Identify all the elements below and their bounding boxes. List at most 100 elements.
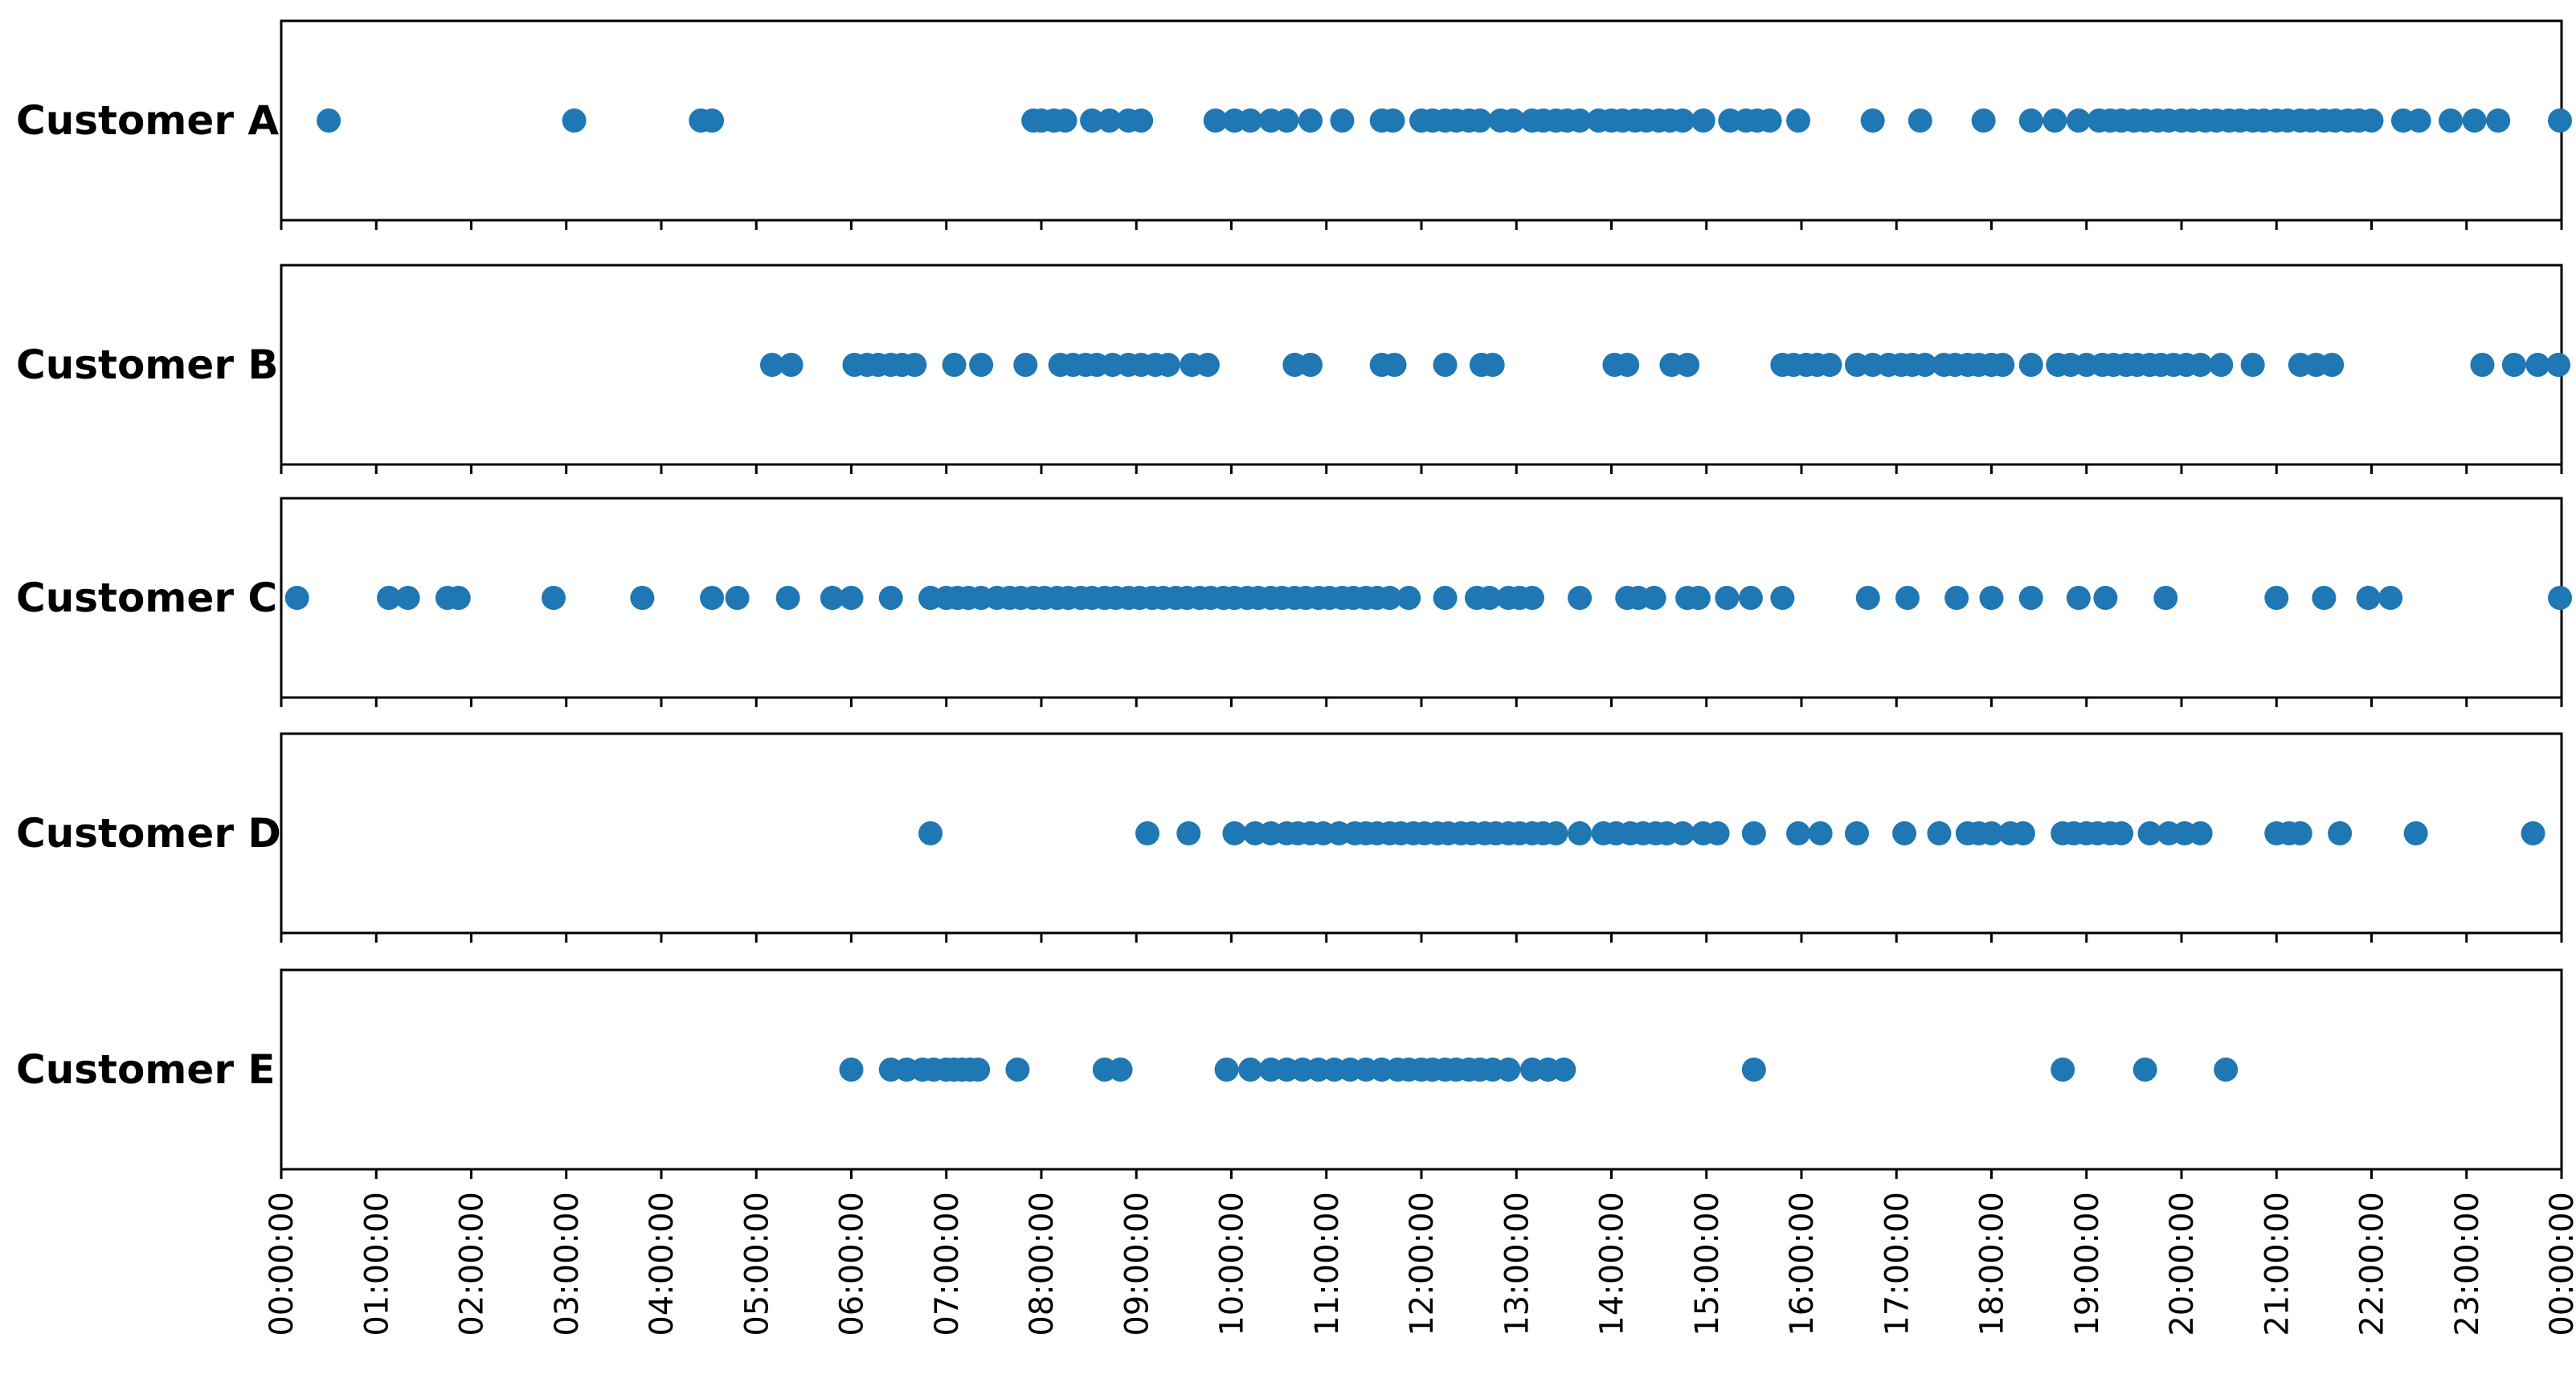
data-point xyxy=(1238,108,1263,133)
data-point xyxy=(700,586,725,610)
data-point xyxy=(1330,108,1355,133)
x-tick-label: 15:00:00 xyxy=(1689,1192,1726,1336)
data-point xyxy=(2521,821,2545,845)
data-point xyxy=(1860,108,1885,133)
data-point xyxy=(395,586,420,610)
data-point xyxy=(902,353,927,377)
data-point xyxy=(1757,108,1782,133)
data-point xyxy=(1433,586,1458,610)
data-point xyxy=(377,586,402,610)
x-tick-label: 09:00:00 xyxy=(1118,1192,1155,1336)
data-point xyxy=(2501,353,2526,377)
x-tick-label: 11:00:00 xyxy=(1309,1192,1346,1336)
data-point xyxy=(1176,821,1201,845)
data-point xyxy=(1129,108,1154,133)
data-point xyxy=(839,1058,864,1082)
x-tick-label: 10:00:00 xyxy=(1214,1192,1251,1336)
data-point xyxy=(2066,108,2091,133)
data-point xyxy=(1686,586,1711,610)
data-point xyxy=(878,586,903,610)
data-point xyxy=(1496,1058,1521,1082)
x-tick-label: 18:00:00 xyxy=(1974,1192,2011,1336)
data-point xyxy=(1979,821,2004,845)
data-point xyxy=(1615,353,1640,377)
data-point xyxy=(1097,108,1122,133)
data-point xyxy=(918,821,943,845)
data-point xyxy=(2153,586,2178,610)
data-point xyxy=(1705,821,1730,845)
data-point xyxy=(2356,586,2381,610)
data-point xyxy=(1519,586,1544,610)
data-point xyxy=(2010,821,2035,845)
x-tick-label: 01:00:00 xyxy=(358,1192,395,1336)
data-point xyxy=(2137,821,2162,845)
series-label: Customer C xyxy=(16,575,277,621)
data-point xyxy=(1895,586,1920,610)
panel-3: Customer C xyxy=(16,497,2573,707)
data-point xyxy=(1274,108,1299,133)
data-point xyxy=(725,586,750,610)
data-point xyxy=(775,586,800,610)
data-point xyxy=(1568,586,1593,610)
data-point xyxy=(1855,586,1880,610)
x-tick-label: 06:00:00 xyxy=(834,1192,871,1336)
data-point xyxy=(1298,353,1323,377)
data-point xyxy=(1642,586,1666,610)
panel-5: Customer E xyxy=(16,968,2563,1179)
data-point xyxy=(1195,353,1220,377)
x-tick-label: 22:00:00 xyxy=(2354,1192,2391,1336)
data-point xyxy=(759,353,784,377)
data-point xyxy=(1670,821,1695,845)
data-point xyxy=(1377,586,1402,610)
data-point xyxy=(1786,821,1811,845)
series-label: Customer A xyxy=(16,97,279,144)
data-point xyxy=(966,1058,991,1082)
data-point xyxy=(541,586,566,610)
data-point xyxy=(1544,821,1568,845)
data-point xyxy=(1053,108,1077,133)
data-point xyxy=(1298,108,1323,133)
data-point xyxy=(2486,108,2511,133)
data-point xyxy=(2209,353,2234,377)
data-point xyxy=(2470,353,2495,377)
data-point xyxy=(1222,821,1247,845)
data-point xyxy=(1990,353,2015,377)
data-point xyxy=(317,108,341,133)
data-point xyxy=(2546,353,2571,377)
data-point xyxy=(1013,353,1038,377)
data-point xyxy=(2018,108,2043,133)
panel-1: Customer A xyxy=(16,19,2573,230)
data-point xyxy=(1691,108,1715,133)
data-point xyxy=(1135,821,1160,845)
series-label: Customer B xyxy=(16,342,279,388)
data-point xyxy=(1715,586,1740,610)
x-tick-label: 19:00:00 xyxy=(2069,1192,2106,1336)
data-point xyxy=(2018,586,2043,610)
x-tick-label: 14:00:00 xyxy=(1594,1192,1631,1336)
data-point xyxy=(1080,108,1105,133)
data-point xyxy=(1892,821,1917,845)
x-tick-label: 23:00:00 xyxy=(2449,1192,2486,1336)
data-point xyxy=(1770,586,1795,610)
data-point xyxy=(820,586,844,610)
data-point xyxy=(2328,821,2353,845)
data-point xyxy=(1203,108,1228,133)
data-point xyxy=(1108,1058,1133,1082)
data-point xyxy=(2548,586,2573,610)
data-point xyxy=(1005,1058,1030,1082)
data-point xyxy=(2264,586,2289,610)
data-point xyxy=(1808,821,1833,845)
data-point xyxy=(1568,108,1593,133)
data-point xyxy=(2378,586,2403,610)
data-point xyxy=(2051,1058,2075,1082)
x-tick-label: 00:00:00 xyxy=(264,1192,301,1336)
data-point xyxy=(562,108,587,133)
x-tick-labels: 00:00:00 01:00:00 02:00:00 03:00:00 04:00:00… xyxy=(264,1192,2576,1336)
data-point xyxy=(1670,108,1695,133)
data-point xyxy=(1741,821,1766,845)
data-point xyxy=(2548,108,2573,133)
x-tick-label: 02:00:00 xyxy=(454,1192,491,1336)
data-point xyxy=(2288,821,2312,845)
x-tick-label: 16:00:00 xyxy=(1784,1192,1821,1336)
